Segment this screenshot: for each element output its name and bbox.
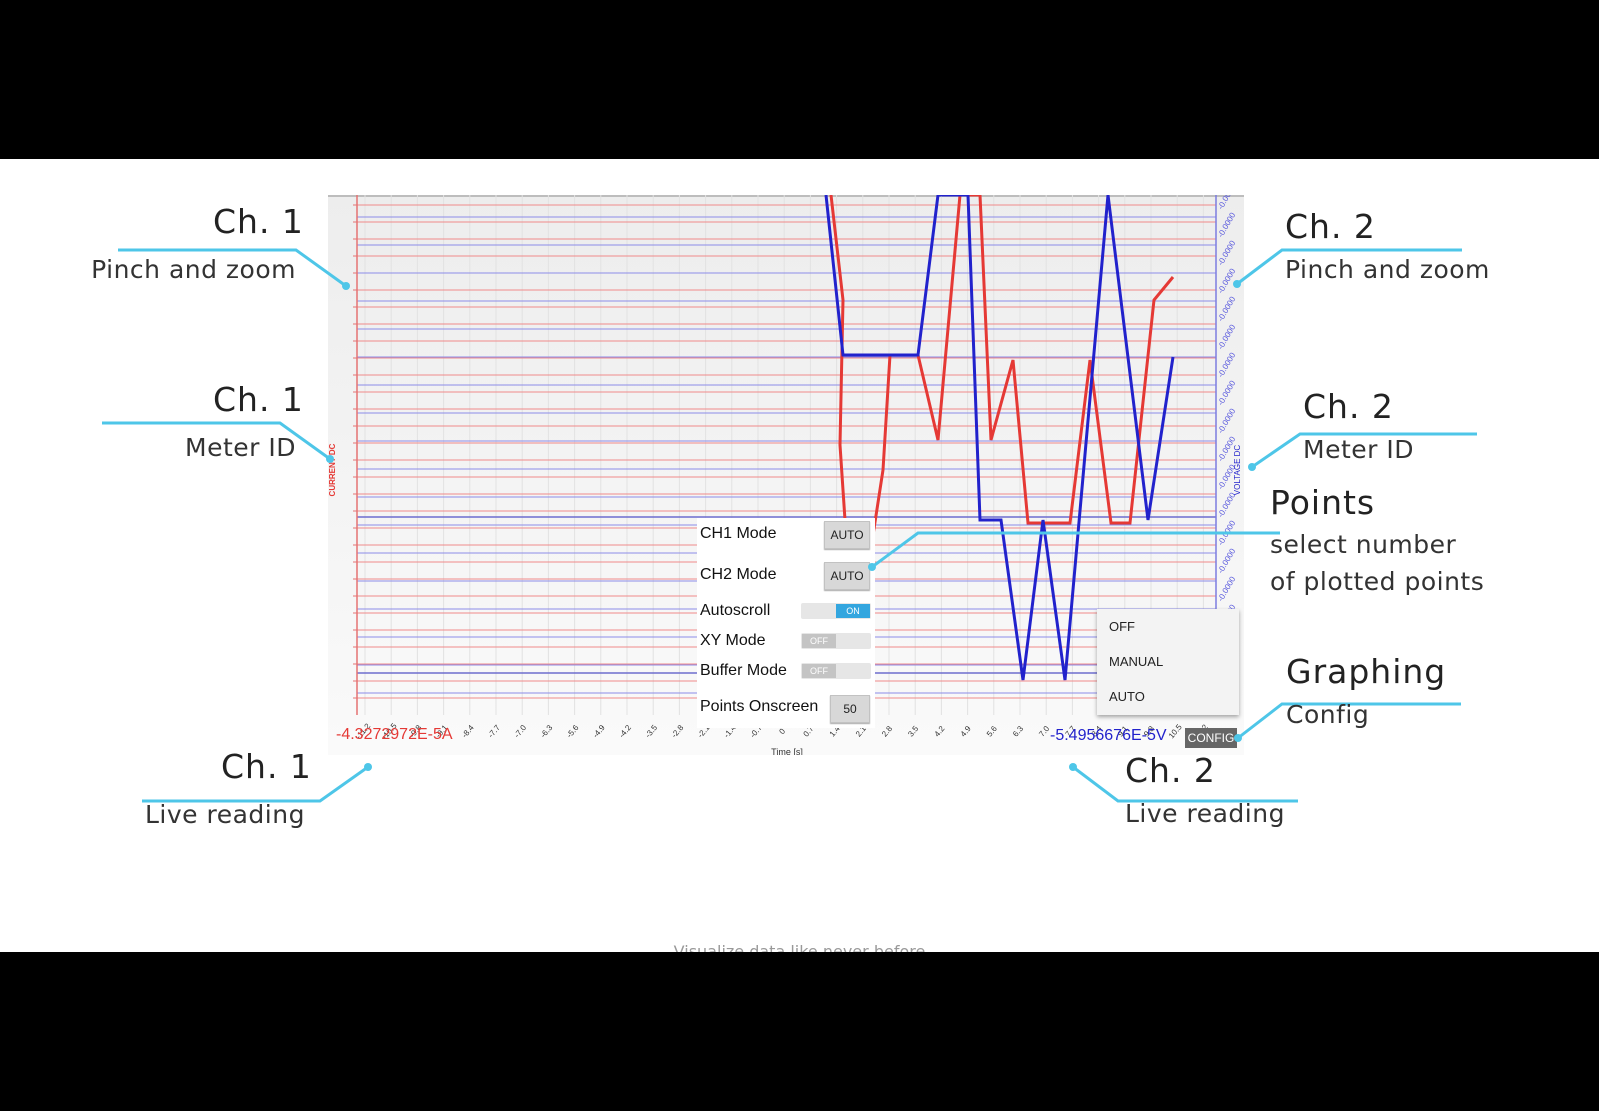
config-panel: CH1 Mode AUTO CH2 Mode AUTO Autoscroll O… bbox=[697, 518, 875, 728]
ch1-meter-id: CURRENT DC bbox=[328, 443, 337, 496]
points-title: Points bbox=[1270, 483, 1376, 522]
ch2-meter-id: VOLTAGE DC bbox=[1233, 445, 1242, 496]
dropdown-item-auto[interactable]: AUTO bbox=[1109, 689, 1145, 704]
graph-screen[interactable]: -0.0000 -0.0000 -0.0000 -0.0000 -0.0000 -0.00… bbox=[328, 195, 1244, 755]
buffer-mode-label: Buffer Mode bbox=[700, 662, 787, 679]
autoscroll-toggle-knob: ON bbox=[836, 604, 870, 618]
points-onscreen-button[interactable]: 50 bbox=[830, 695, 870, 723]
slide-canvas: -0.0000 -0.0000 -0.0000 -0.0000 -0.0000 -0.00… bbox=[0, 159, 1599, 952]
dropdown-item-manual[interactable]: MANUAL bbox=[1109, 654, 1164, 669]
points-sub: select number of plotted points bbox=[1270, 530, 1485, 596]
xy-mode-toggle-knob: OFF bbox=[802, 634, 836, 648]
ch1-mode-button[interactable]: AUTO bbox=[824, 521, 870, 549]
ch2-series-line bbox=[824, 195, 1175, 681]
ch2-zoom-sub: Pinch and zoom bbox=[1285, 255, 1490, 284]
ch2-meter-title: Ch. 2 bbox=[1303, 387, 1394, 426]
ch2-meter-dot bbox=[1248, 463, 1256, 471]
ch1-live-reading: -4.3272972E-5A bbox=[336, 726, 453, 743]
ch1-axis-ticks bbox=[353, 204, 357, 699]
ch2-live-reading: -5.4956676E-5V bbox=[1050, 727, 1167, 744]
ch1-live-sub: Live reading bbox=[145, 800, 305, 829]
dropdown-item-off[interactable]: OFF bbox=[1109, 619, 1135, 634]
points-onscreen-label: Points Onscreen bbox=[700, 698, 819, 715]
ch2-mode-label: CH2 Mode bbox=[700, 566, 777, 583]
slide-caption: Visualize data like never before bbox=[673, 942, 926, 952]
ch1-live-dot bbox=[364, 763, 372, 771]
ch1-zoom-sub: Pinch and zoom bbox=[91, 255, 296, 284]
autoscroll-toggle[interactable]: ON bbox=[801, 603, 871, 619]
autoscroll-label: Autoscroll bbox=[700, 602, 771, 619]
ch1-meter-title: Ch. 1 bbox=[213, 380, 304, 419]
ch1-live-title: Ch. 1 bbox=[221, 747, 312, 786]
mode-dropdown-menu: OFF MANUAL AUTO bbox=[1097, 609, 1239, 715]
buffer-mode-toggle-knob: OFF bbox=[802, 664, 836, 678]
ch2-meter-sub: Meter ID bbox=[1303, 435, 1414, 464]
ch1-meter-sub: Meter ID bbox=[185, 433, 296, 462]
ch2-live-title: Ch. 2 bbox=[1125, 751, 1216, 790]
xy-mode-toggle[interactable]: OFF bbox=[801, 633, 871, 649]
xy-mode-label: XY Mode bbox=[700, 632, 766, 649]
config-button[interactable]: CONFIG bbox=[1185, 728, 1237, 748]
ch2-live-sub: Live reading bbox=[1125, 799, 1285, 828]
x-tick-label: 0 bbox=[777, 726, 787, 736]
graph-top-border bbox=[328, 195, 1244, 197]
graphing-sub: Config bbox=[1286, 700, 1370, 729]
graphing-title: Graphing bbox=[1286, 652, 1447, 691]
ch1-mode-label: CH1 Mode bbox=[700, 525, 777, 542]
ch2-zoom-title: Ch. 2 bbox=[1285, 207, 1376, 246]
ch1-zoom-title: Ch. 1 bbox=[213, 202, 304, 241]
ch2-live-dot bbox=[1069, 763, 1077, 771]
x-axis-label: Time [s] bbox=[771, 747, 803, 755]
buffer-mode-toggle[interactable]: OFF bbox=[801, 663, 871, 679]
ch2-mode-button[interactable]: AUTO bbox=[824, 562, 870, 590]
